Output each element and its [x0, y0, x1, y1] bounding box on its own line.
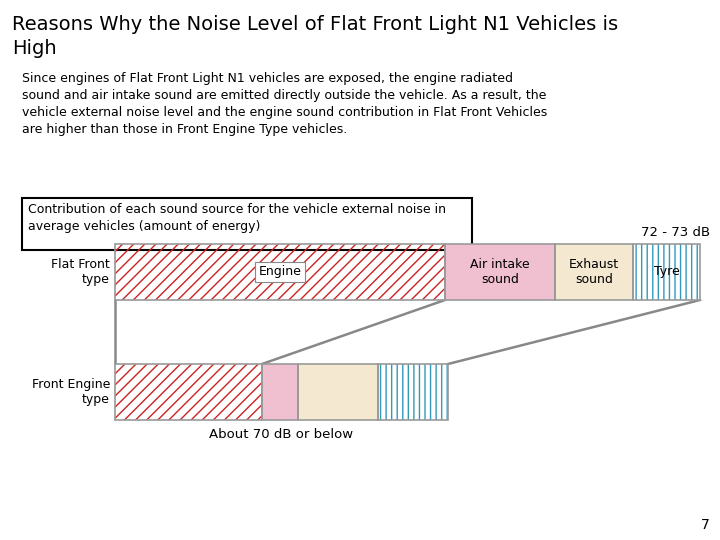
Text: Exhaust
sound: Exhaust sound	[569, 258, 619, 286]
Bar	[115, 244, 445, 300]
Bar	[445, 244, 555, 300]
Text: 72 - 73 dB: 72 - 73 dB	[641, 226, 710, 239]
Text: About 70 dB or below: About 70 dB or below	[210, 428, 354, 441]
Text: 7: 7	[701, 518, 710, 532]
Bar	[298, 364, 378, 420]
Text: Engine: Engine	[258, 266, 302, 279]
Bar	[378, 364, 448, 420]
Bar	[115, 244, 445, 300]
Bar	[633, 244, 700, 300]
Bar	[262, 364, 298, 420]
Text: Since engines of Flat Front Light N1 vehicles are exposed, the engine radiated
s: Since engines of Flat Front Light N1 veh…	[22, 72, 547, 136]
Text: Tyre: Tyre	[654, 266, 680, 279]
Bar	[115, 364, 262, 420]
Bar	[115, 364, 262, 420]
Bar	[378, 364, 448, 420]
Text: Air intake
sound: Air intake sound	[470, 258, 530, 286]
Bar	[262, 364, 298, 420]
Bar	[115, 364, 262, 420]
Bar	[445, 244, 555, 300]
Text: Flat Front
type: Flat Front type	[51, 258, 110, 286]
Bar	[298, 364, 378, 420]
Text: Contribution of each sound source for the vehicle external noise in
average vehi: Contribution of each sound source for th…	[28, 203, 446, 233]
Bar	[378, 364, 448, 420]
Bar	[262, 364, 298, 420]
Bar	[445, 244, 555, 300]
Bar	[298, 364, 378, 420]
Bar	[633, 244, 700, 300]
Bar	[555, 244, 633, 300]
Text: Reasons Why the Noise Level of Flat Front Light N1 Vehicles is
High: Reasons Why the Noise Level of Flat Fron…	[12, 15, 618, 57]
Bar	[115, 244, 445, 300]
Text: Front Engine
type: Front Engine type	[32, 378, 110, 406]
Bar	[22, 198, 472, 250]
Bar	[633, 244, 700, 300]
Bar	[555, 244, 633, 300]
Bar	[555, 244, 633, 300]
